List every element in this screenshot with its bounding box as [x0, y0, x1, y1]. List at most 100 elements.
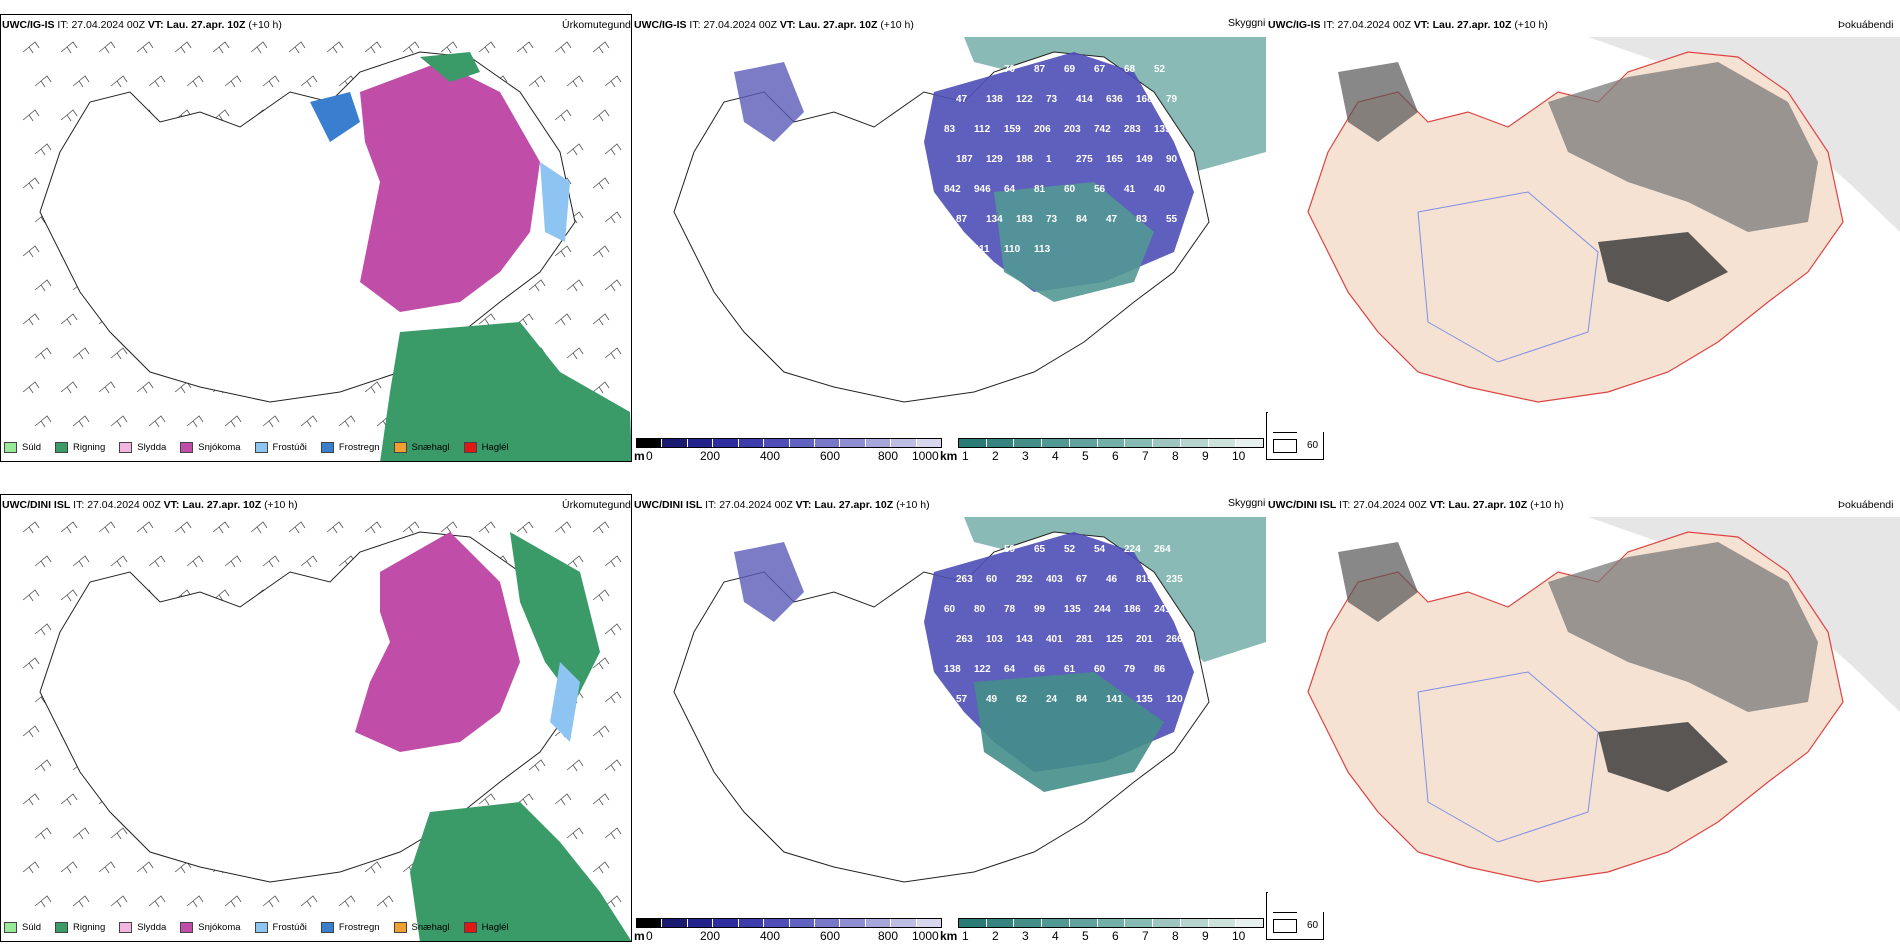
- legend-label: Frostregn: [338, 441, 380, 453]
- fog-map-svg-2: [1307, 517, 1900, 883]
- vt-label: VT:: [1429, 499, 1446, 511]
- wind-barb: [326, 521, 344, 534]
- visibility-tick: 8: [1172, 449, 1179, 463]
- ceiling-label: 206: [1034, 124, 1051, 135]
- ceiling-label: 64: [1004, 184, 1016, 195]
- colorbar-step: [788, 439, 814, 447]
- ceiling-label: 52: [1064, 544, 1076, 555]
- colorbar-step: [1096, 919, 1125, 927]
- fog-header-2: UWC/DINI ISL IT: 27.04.2024 00Z VT: Lau.…: [1268, 498, 1564, 512]
- legend-swatch: [119, 441, 133, 453]
- wind-barb: [34, 75, 52, 88]
- ceiling-label: 135: [1064, 604, 1081, 615]
- fog-index-dark: [1548, 62, 1818, 232]
- ceiling-label: 83: [944, 124, 956, 135]
- legend-label: Frostúði: [272, 921, 307, 933]
- it-label: IT:: [1323, 19, 1335, 31]
- ceiling-label: 129: [986, 154, 1003, 165]
- colorbar-step: [959, 919, 986, 927]
- wind-barb: [566, 347, 584, 360]
- ceiling-colorbar: [636, 438, 942, 448]
- wind-barb: [22, 109, 40, 122]
- vt-label: VT:: [1413, 19, 1430, 31]
- ceiling-label: 112: [974, 124, 991, 135]
- wind-barb: [604, 691, 622, 704]
- freezing-rain-area: [310, 92, 360, 142]
- wind-barb: [592, 657, 610, 670]
- wind-barb: [402, 41, 420, 54]
- ceiling-tick: 600: [820, 929, 841, 943]
- ceiling-label: 79: [1166, 94, 1178, 105]
- fog-map-2: [1268, 512, 1900, 912]
- fog-title-1: Þokuábendi: [1838, 19, 1894, 31]
- it-label: IT:: [73, 499, 85, 511]
- wind-barb: [592, 245, 610, 258]
- ceiling-colorbar: [636, 918, 942, 928]
- ceiling-tick: 1000: [912, 929, 939, 943]
- colorbar-step: [959, 439, 986, 447]
- wind-barb: [262, 895, 280, 908]
- fog-sea-gray: [1588, 517, 1900, 712]
- ceiling-tick: 800: [878, 449, 899, 463]
- wind-barb: [60, 109, 78, 122]
- visibility-map-svg-1: 81 98 70 87 69 67 68 52 47 138 122 73 414 636 168 79 83 1…: [673, 37, 1266, 403]
- colorbar-step: [1041, 439, 1069, 447]
- colorbar-step: [1152, 919, 1180, 927]
- wind-barb: [566, 143, 584, 156]
- wind-barb: [136, 381, 154, 394]
- colorbar-step: [1179, 439, 1208, 447]
- wind-barb: [212, 41, 230, 54]
- legend-label: Haglél: [481, 441, 509, 453]
- precip-map-svg-1: [22, 41, 632, 462]
- visibility-map-1: 81 98 70 87 69 67 68 52 47 138 122 73 414 636 168 79 83 1…: [634, 32, 1266, 432]
- legend-label: Rigning: [73, 441, 106, 453]
- ceiling-label: 54: [1094, 544, 1106, 555]
- fog-map-svg-1: [1307, 37, 1900, 403]
- wind-barb: [60, 793, 78, 806]
- visibility-colorbar: [958, 918, 1264, 928]
- rivers: [1417, 191, 1599, 363]
- colorbar-step: [1207, 439, 1236, 447]
- wind-barb: [110, 347, 128, 360]
- freezing-drizzle-area: [550, 662, 580, 742]
- legend-item: Súld: [4, 921, 41, 933]
- legend-swatch: [55, 921, 69, 933]
- ceiling-label: 99: [1034, 604, 1046, 615]
- lead-time: (+10 h): [1530, 499, 1564, 511]
- fog-sea-gray: [1588, 37, 1900, 232]
- fog-map-1: [1268, 32, 1900, 432]
- ceiling-ticks: m 0 200 400 600 800 1000: [634, 449, 946, 463]
- wind-barb: [186, 415, 204, 428]
- ceiling-label: 292: [1016, 574, 1033, 585]
- legend-label: Snæhagl: [411, 441, 450, 453]
- ceiling-label: 56: [1094, 184, 1106, 195]
- colorbar-step: [661, 439, 687, 447]
- model-name: UWC/DINI ISL: [634, 499, 703, 511]
- wind-barb: [592, 313, 610, 326]
- ceiling-label: 283: [1124, 124, 1141, 135]
- legend-label: Snjókoma: [198, 441, 241, 453]
- wind-barb: [364, 521, 382, 534]
- ceiling-label: 52: [1154, 64, 1166, 75]
- legend-swatch: [180, 921, 194, 933]
- colorbar-step: [637, 439, 662, 447]
- ceiling-label: 201: [1136, 634, 1153, 645]
- fog-value: 60: [1307, 440, 1319, 451]
- visibility-tick: 3: [1022, 449, 1029, 463]
- ceiling-label: 79: [1124, 664, 1136, 675]
- wind-barb: [604, 75, 622, 88]
- it-value: 27.04.2024 00Z: [87, 499, 161, 511]
- ceiling-label: 110: [1004, 244, 1021, 255]
- wind-barb: [72, 75, 90, 88]
- wind-barb: [60, 589, 78, 602]
- legend-label: Snæhagl: [411, 921, 450, 933]
- ceiling-label: 224: [1124, 544, 1141, 555]
- visibility-ticks: km 1 2 3 4 5 6 7 8 9 10: [940, 929, 1266, 943]
- lead-time: (+10 h): [248, 19, 282, 31]
- ceiling-tick: 200: [700, 929, 721, 943]
- ceiling-label: 60: [944, 604, 956, 615]
- legend-item: Slydda: [119, 441, 166, 453]
- colorbar-step: [890, 919, 916, 927]
- legend-item: Rigning: [55, 921, 105, 933]
- ceiling-label: 69: [1064, 64, 1076, 75]
